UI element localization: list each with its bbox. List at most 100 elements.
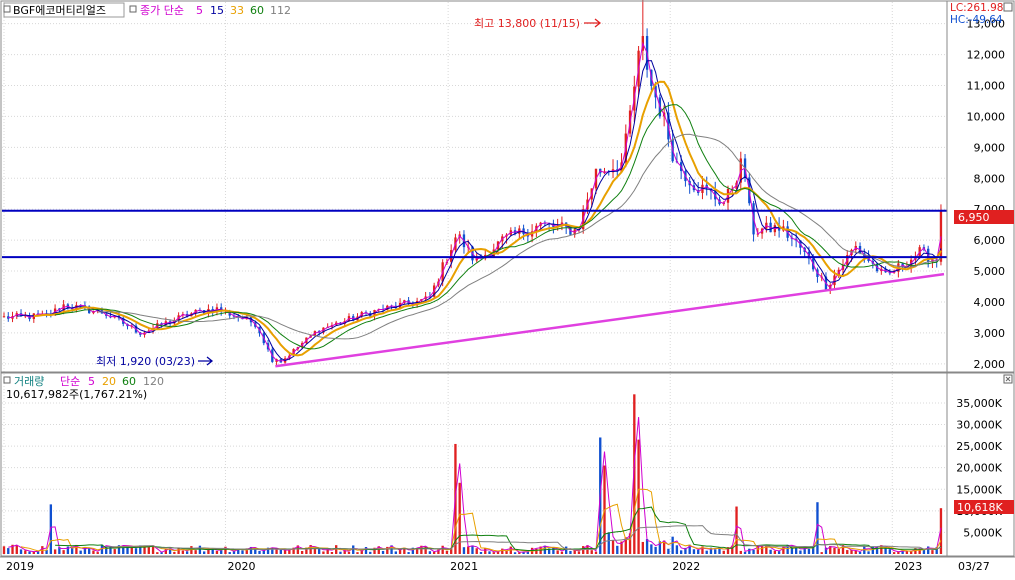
volume-bar[interactable]	[786, 544, 789, 554]
volume-bar[interactable]	[343, 550, 346, 554]
volume-bar[interactable]	[927, 546, 930, 554]
volume-bar[interactable]	[884, 547, 887, 554]
volume-bar[interactable]	[748, 548, 751, 554]
volume-bar[interactable]	[369, 551, 372, 554]
volume-bar[interactable]	[914, 548, 917, 554]
volume-bar[interactable]	[650, 544, 653, 554]
volume-bar[interactable]	[633, 394, 636, 554]
volume-bar[interactable]	[156, 552, 159, 554]
volume-bar[interactable]	[292, 547, 295, 554]
volume-bar[interactable]	[888, 549, 892, 554]
volume-bar[interactable]	[245, 548, 248, 554]
volume-bar[interactable]	[105, 546, 108, 554]
volume-bar[interactable]	[445, 550, 449, 554]
volume-bar[interactable]	[458, 482, 461, 554]
volume-bar[interactable]	[241, 550, 244, 554]
volume-bar[interactable]	[462, 547, 466, 554]
volume-bar[interactable]	[450, 547, 453, 554]
volume-bar[interactable]	[428, 551, 432, 554]
volume-bar[interactable]	[398, 548, 402, 554]
volume-bar[interactable]	[790, 545, 794, 554]
volume-bar[interactable]	[922, 549, 926, 554]
volume-bar[interactable]	[662, 540, 666, 554]
volume-bar[interactable]	[151, 545, 155, 554]
volume-bar[interactable]	[249, 546, 253, 554]
volume-bar[interactable]	[215, 551, 219, 554]
volume-bar[interactable]	[931, 550, 934, 554]
volume-bar[interactable]	[484, 548, 487, 554]
volume-toggle-icon[interactable]	[3, 376, 11, 384]
volume-bar[interactable]	[522, 551, 525, 554]
volume-bar[interactable]	[667, 548, 670, 554]
volume-bar[interactable]	[901, 550, 904, 554]
volume-bar[interactable]	[117, 545, 121, 554]
volume-bar[interactable]	[897, 551, 900, 554]
volume-bar[interactable]	[185, 551, 189, 554]
volume-bar[interactable]	[202, 551, 206, 554]
volume-bar[interactable]	[339, 551, 342, 554]
volume-bar[interactable]	[283, 550, 287, 554]
volume-bar[interactable]	[467, 546, 470, 554]
volume-bar[interactable]	[875, 547, 879, 554]
volume-bar[interactable]	[611, 540, 615, 554]
volume-bar[interactable]	[224, 546, 227, 554]
volume-bar[interactable]	[726, 547, 730, 554]
volume-bar[interactable]	[799, 550, 802, 554]
volume-bar[interactable]	[935, 547, 938, 554]
volume-bar[interactable]	[880, 545, 883, 554]
volume-bar[interactable]	[96, 552, 99, 554]
volume-bar[interactable]	[688, 544, 691, 554]
volume-bar[interactable]	[356, 552, 359, 554]
volume-bar[interactable]	[833, 547, 836, 554]
volume-bar[interactable]	[262, 550, 265, 554]
volume-bar[interactable]	[892, 552, 896, 554]
volume-bar[interactable]	[560, 551, 564, 554]
volume-bar[interactable]	[565, 546, 568, 554]
volume-bar[interactable]	[552, 546, 555, 554]
maximize-icon[interactable]	[1003, 2, 1013, 12]
volume-bar[interactable]	[7, 548, 10, 554]
volume-bar[interactable]	[573, 549, 576, 554]
volume-bar[interactable]	[126, 545, 129, 554]
volume-bar[interactable]	[816, 502, 819, 554]
volume-bar[interactable]	[322, 551, 325, 554]
volume-bar[interactable]	[70, 547, 74, 554]
volume-bar[interactable]	[735, 506, 738, 554]
volume-bar[interactable]	[760, 546, 764, 554]
support-trendline[interactable]	[275, 272, 945, 368]
volume-bar[interactable]	[782, 546, 785, 554]
volume-bar[interactable]	[556, 550, 559, 554]
volume-bar[interactable]	[122, 545, 125, 554]
volume-bar[interactable]	[722, 550, 725, 554]
volume-bar[interactable]	[177, 548, 180, 554]
volume-bar[interactable]	[939, 508, 943, 554]
volume-bar[interactable]	[684, 547, 687, 554]
volume-bar[interactable]	[620, 541, 623, 554]
volume-bar[interactable]	[841, 545, 845, 554]
volume-bar[interactable]	[437, 549, 440, 554]
volume-bar[interactable]	[32, 551, 35, 554]
volume-bar[interactable]	[275, 548, 278, 554]
volume-bar[interactable]	[471, 545, 474, 554]
volume-bar[interactable]	[62, 550, 65, 554]
volume-bar[interactable]	[846, 550, 849, 554]
volume-bar[interactable]	[671, 536, 674, 554]
volume-bar[interactable]	[709, 547, 713, 554]
volume-bar[interactable]	[130, 546, 133, 554]
volume-bar[interactable]	[2, 546, 6, 554]
volume-bar[interactable]	[88, 548, 91, 554]
volume-bar[interactable]	[113, 549, 116, 554]
volume-bar[interactable]	[496, 551, 500, 554]
volume-bar[interactable]	[403, 547, 406, 554]
volume-bar[interactable]	[637, 439, 640, 554]
volume-bar[interactable]	[824, 547, 828, 554]
volume-bar[interactable]	[420, 545, 423, 554]
volume-bar[interactable]	[407, 552, 410, 554]
volume-bar[interactable]	[479, 552, 483, 554]
ma-toggle-icon[interactable]	[129, 5, 137, 13]
volume-bar[interactable]	[641, 541, 645, 554]
volume-bar[interactable]	[211, 549, 214, 554]
volume-bar[interactable]	[15, 545, 18, 554]
volume-bar[interactable]	[837, 548, 840, 554]
volume-bar[interactable]	[812, 546, 815, 554]
